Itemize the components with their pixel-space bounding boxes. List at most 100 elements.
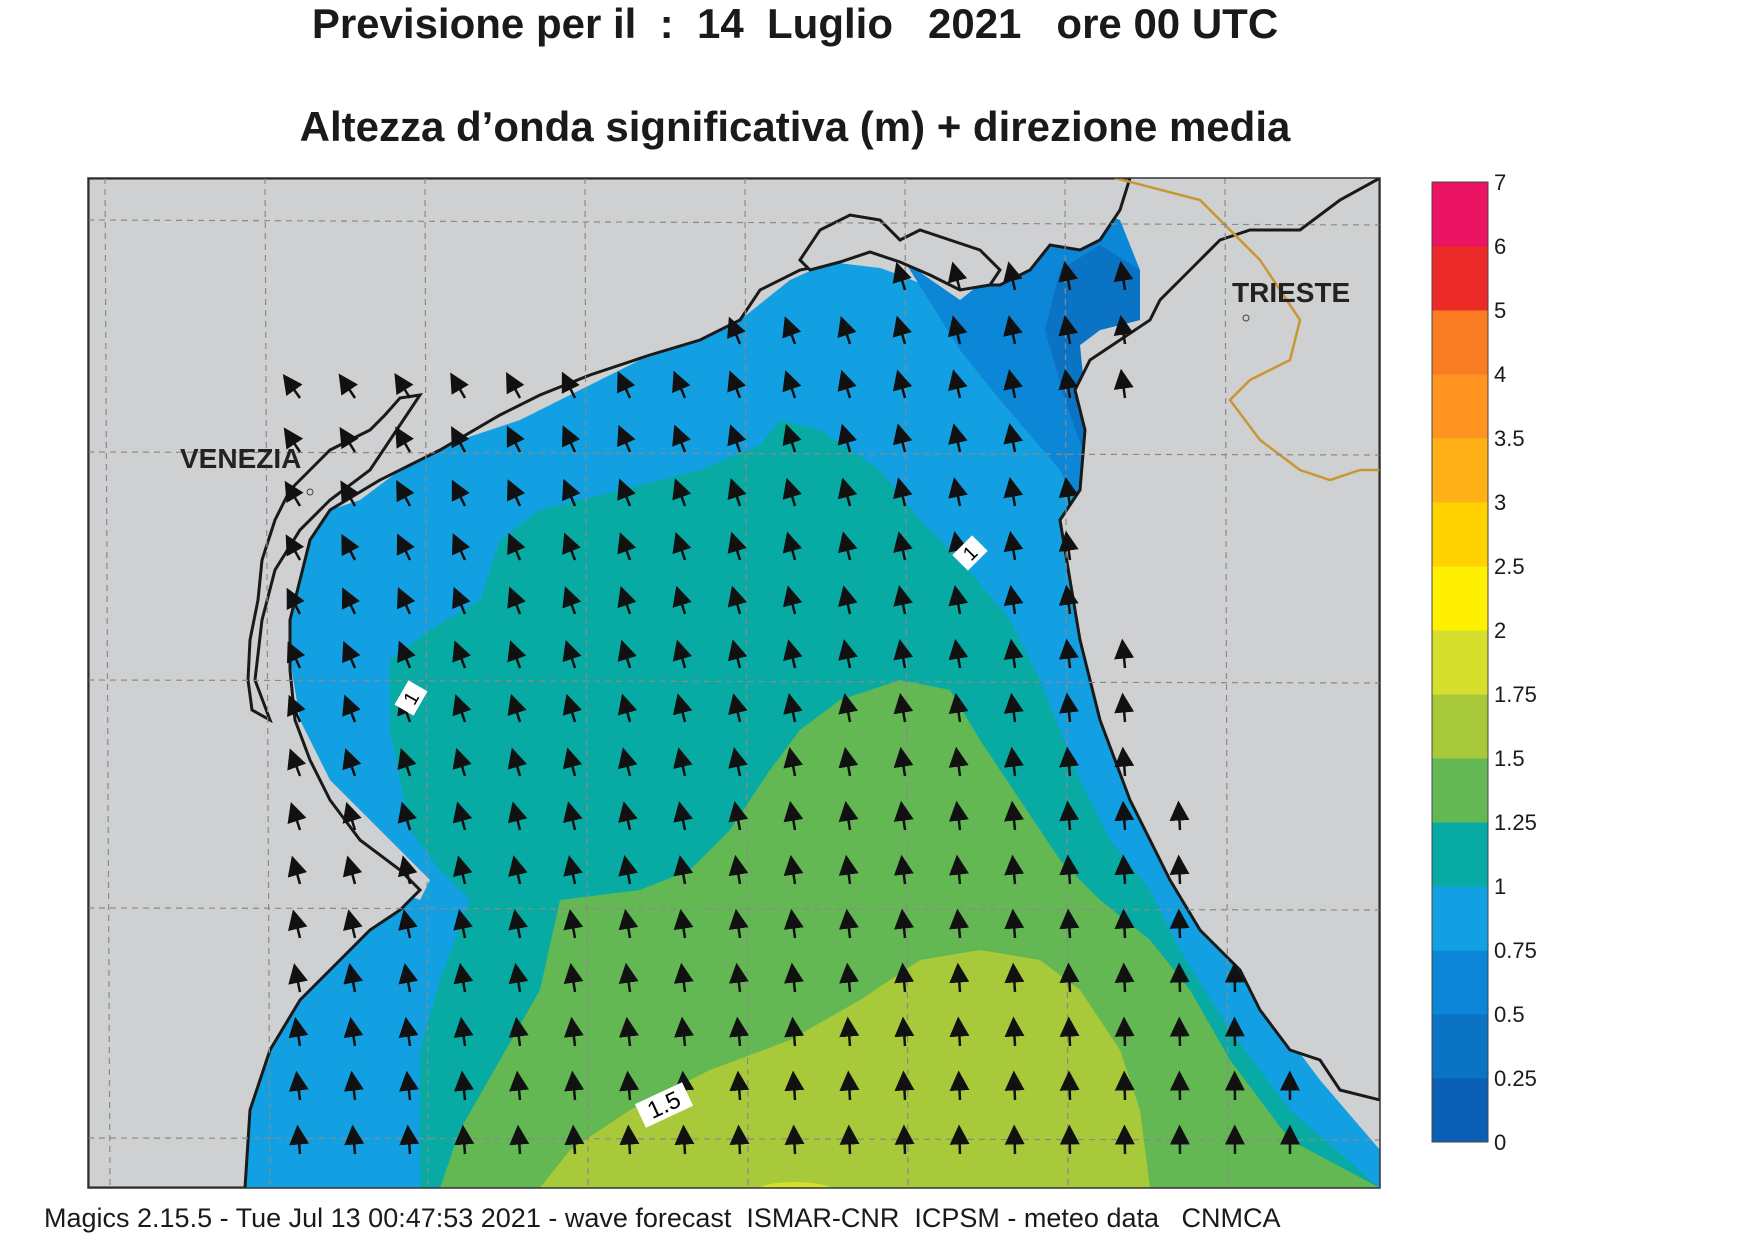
wave-arrow-icon: [1003, 746, 1024, 777]
wave-arrow-icon: [563, 801, 583, 831]
wave-arrow-icon: [783, 908, 804, 939]
wave-arrow-icon: [506, 372, 525, 399]
colorbar-swatch: [1432, 566, 1488, 631]
wave-arrow-icon: [729, 1016, 750, 1047]
colorbar-swatch: [1432, 438, 1488, 503]
wave-arrow-icon: [837, 531, 858, 561]
wave-arrow-icon: [894, 1016, 915, 1047]
colorbar-tick-label: 0.25: [1494, 1066, 1537, 1091]
wave-arrow-icon: [782, 423, 802, 453]
wave-arrow-icon: [1058, 314, 1079, 345]
wave-arrow-icon: [508, 962, 529, 993]
wave-arrow-icon: [1003, 423, 1024, 453]
wave-arrow-icon: [1004, 854, 1025, 885]
wave-arrow-icon: [451, 426, 470, 453]
wave-arrow-icon: [894, 908, 914, 939]
wave-arrow-icon: [343, 1070, 364, 1101]
wave-arrow-icon: [1058, 584, 1079, 615]
wave-arrow-icon: [1004, 800, 1024, 831]
wave-arrow-icon: [343, 909, 363, 939]
wave-arrow-icon: [342, 855, 363, 885]
wave-arrow-icon: [949, 1070, 970, 1101]
wave-arrow-icon: [837, 315, 857, 345]
contour-label-1-right: 1: [952, 535, 988, 571]
wave-arrow-icon: [673, 908, 694, 939]
wave-arrow-icon: [286, 587, 305, 615]
wave-arrow-icon: [948, 746, 969, 777]
wave-arrow-icon: [1114, 854, 1135, 885]
wave-arrow-icon: [508, 1016, 529, 1047]
wave-arrow-icon: [619, 1124, 640, 1155]
wave-arrow-icon: [672, 424, 691, 453]
wave-arrow-icon: [1169, 962, 1190, 993]
wave-arrow-icon: [1114, 908, 1135, 939]
wave-arrow-icon: [1004, 1016, 1025, 1047]
wave-arrow-icon: [948, 638, 969, 669]
wave-arrow-icon: [838, 746, 859, 777]
wave-arrow-icon: [783, 693, 803, 723]
wave-arrow-icon: [398, 1070, 419, 1101]
wave-arrow-icon: [343, 963, 364, 993]
wave-arrow-icon: [617, 478, 636, 507]
colorbar-swatch: [1432, 950, 1488, 1015]
wave-arrow-icon: [673, 854, 694, 885]
colorbar-tick-label: 7: [1494, 170, 1506, 195]
wave-arrow-icon: [674, 1124, 695, 1155]
wave-arrow-icon: [727, 316, 746, 345]
wave-arrow-icon: [948, 369, 968, 399]
wave-arrow-icon: [561, 371, 580, 399]
wave-arrow-icon: [618, 1016, 639, 1047]
wave-arrow-icon: [782, 316, 802, 345]
wave-arrow-icon: [618, 962, 639, 993]
wave-arrow-icon: [838, 800, 859, 831]
map-frame: [87, 177, 1381, 1189]
wave-arrow-icon: [450, 372, 469, 399]
wave-arrow-icon: [561, 425, 581, 453]
wave-arrow-icon: [1113, 314, 1134, 345]
wave-arrow-icon: [1003, 692, 1024, 723]
wave-arrow-icon: [1003, 369, 1023, 399]
place-label-trieste: TRIESTE: [1232, 277, 1350, 308]
wave-arrow-icon: [894, 1124, 915, 1155]
wave-arrow-icon: [838, 854, 859, 885]
wave-arrow-icon: [1003, 315, 1023, 345]
wave-arrow-icon: [453, 909, 473, 939]
wave-arrow-icon: [672, 639, 693, 669]
wave-arrow-icon: [1169, 854, 1190, 885]
wave-arrow-icon: [507, 586, 526, 615]
wave-arrow-icon: [893, 800, 914, 831]
wave-arrow-icon: [454, 1124, 475, 1155]
wave-arrow-icon: [288, 909, 308, 939]
wave-arrow-icon: [343, 1016, 364, 1047]
wave-arrow-icon: [783, 854, 804, 885]
wave-arrow-icon: [506, 479, 526, 507]
wave-arrow-icon: [838, 639, 858, 669]
wave-arrow-icon: [1004, 908, 1025, 939]
wave-arrow-icon: [398, 909, 418, 939]
place-label-venezia: VENEZIA: [180, 443, 301, 474]
wave-arrow-icon: [784, 962, 804, 993]
wave-arrow-icon: [1004, 962, 1025, 993]
wave-arrow-icon: [672, 370, 691, 399]
wave-arrow-icon: [287, 855, 307, 885]
wave-arrow-icon: [286, 641, 306, 669]
wave-arrow-icon: [397, 801, 417, 831]
wave-arrow-icon: [396, 479, 415, 507]
wave-arrow-icon: [617, 424, 636, 453]
wave-arrow-icon: [949, 908, 970, 939]
wave-arrow-icon: [948, 692, 969, 723]
wave-arrow-icon: [673, 747, 693, 777]
wave-arrow-icon: [340, 480, 359, 507]
wave-arrow-icon: [1114, 800, 1135, 831]
wave-direction-arrows: [282, 260, 1300, 1155]
colorbar-swatch: [1432, 374, 1488, 439]
wave-arrow-icon: [948, 800, 969, 831]
wave-arrow-icon: [398, 962, 419, 993]
wave-arrow-icon: [782, 370, 802, 399]
wave-arrow-icon: [288, 1016, 309, 1047]
wave-arrow-icon: [618, 908, 639, 939]
wave-arrow-icon: [783, 747, 804, 777]
map-title-line-2: Altezza d’onda significativa (m) + direz…: [299, 103, 1291, 150]
wave-arrow-icon: [838, 585, 858, 615]
